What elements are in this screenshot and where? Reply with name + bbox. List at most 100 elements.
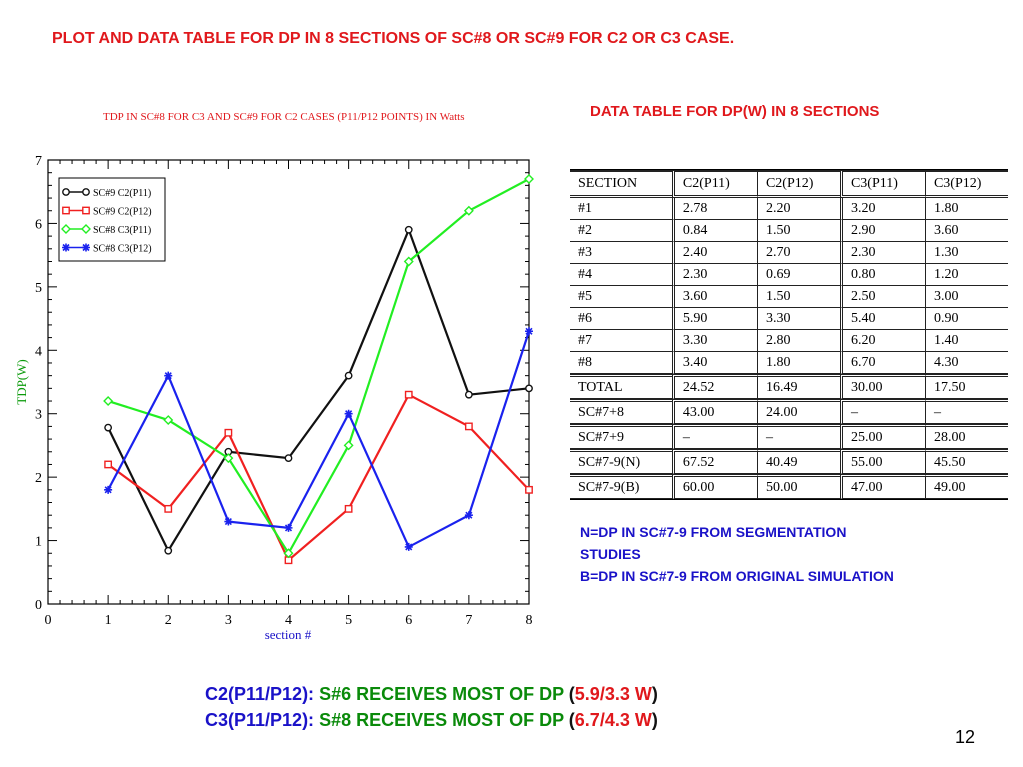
data-point: [103, 396, 114, 407]
table-header-cell: C2(P11): [671, 170, 757, 198]
summary-value: 6.7/4.3 W: [574, 710, 652, 730]
y-tick-label: 1: [35, 535, 42, 550]
page-number: 12: [955, 727, 976, 747]
table-cell: 3.60: [924, 220, 1008, 242]
summary-open-paren: (: [568, 710, 575, 730]
table-cell: 2.80: [756, 330, 840, 352]
data-point: [344, 371, 353, 380]
notes: N=DP IN SC#7-9 FROM SEGMENTATION STUDIES…: [580, 521, 894, 587]
data-point: [404, 542, 413, 551]
table-cell: 28.00: [924, 424, 1008, 449]
axes: 0 1 2 3 4 5 6 7 8 0 1 2 3 4 5 6 7: [35, 154, 533, 628]
data-point: [525, 384, 533, 393]
series-line: [107, 226, 530, 554]
line-chart: TDP IN SC#8 FOR C3 AND SC#9 FOR C2 CASES…: [14, 111, 534, 642]
x-tick-label: 6: [405, 613, 412, 628]
data-point: [163, 415, 174, 426]
table-cell: 40.49: [756, 449, 840, 474]
table-cell: 3.60: [671, 286, 757, 308]
table-cell: SC#7+8: [570, 399, 672, 424]
legend-marker: [62, 206, 70, 215]
x-tick-label: 5: [345, 613, 352, 628]
table-cell: 24.52: [671, 374, 757, 399]
data-point: [283, 548, 294, 559]
table-cell: 1.80: [924, 198, 1008, 220]
x-tick-label: 2: [165, 613, 172, 628]
data-table: SECTION C2(P11) C2(P12) C3(P11) C3(P12) #1 2.…: [570, 169, 1008, 500]
table-cell: #4: [570, 264, 672, 286]
legend-item: SC#8 C3(P12): [62, 243, 152, 255]
legend-label: SC#9 C2(P11): [93, 188, 151, 199]
table-cell: 3.30: [756, 308, 840, 330]
summary-label: C3(P11/P12):: [205, 710, 315, 730]
summary-label: C2(P11/P12):: [205, 684, 315, 704]
summary-close-paren: ): [651, 684, 658, 704]
table-row: SC#7+8 43.00 24.00– –: [570, 399, 1008, 424]
series-3: [103, 174, 534, 559]
x-tick-label: 3: [225, 613, 232, 628]
y-tick-label: 0: [35, 598, 42, 613]
table-cell: 50.00: [756, 474, 840, 499]
summary-close-paren: ): [651, 710, 658, 730]
data-point: [223, 453, 234, 464]
table-cell: 3.40: [671, 352, 757, 374]
series-line: [107, 330, 531, 549]
chart-title: TDP IN SC#8 FOR C3 AND SC#9 FOR C2 CASES…: [103, 111, 464, 123]
legend-marker: [81, 224, 91, 234]
table-cell: SC#7-9(N): [570, 449, 672, 474]
table-cell: 2.30: [671, 264, 757, 286]
data-point: [344, 409, 353, 418]
table-cell: –: [924, 399, 1008, 424]
y-tick-label: 4: [35, 344, 42, 359]
table-cell: 4.30: [924, 352, 1008, 374]
table-row: #6 5.90 3.30 5.40 0.90: [570, 308, 1008, 330]
data-point: [404, 225, 413, 234]
table-cell: –: [756, 424, 840, 449]
table-header-cell: C2(P12): [756, 170, 840, 198]
table-cell: 3.30: [671, 330, 757, 352]
data-point: [463, 205, 474, 216]
table-cell: 67.52: [671, 449, 757, 474]
legend-label: SC#8 C3(P11): [93, 225, 151, 236]
legend: SC#9 C2(P11) SC#9 C2(P12) SC#8 C3(P11) SC#8…: [58, 177, 166, 262]
legend-item: SC#9 C2(P12): [62, 206, 152, 218]
data-point: [104, 423, 113, 432]
y-tick-label: 5: [35, 281, 42, 296]
table-cell: –: [839, 399, 925, 424]
data-point: [164, 504, 173, 513]
x-tick-label: 0: [45, 613, 52, 628]
data-point: [164, 371, 173, 380]
table-row: #1 2.78 2.20 3.20 1.80: [570, 198, 1008, 220]
table-cell: TOTAL: [570, 374, 672, 399]
series-1: [104, 225, 533, 555]
table-row: SC#7+9– –25.00 28.00: [570, 424, 1008, 449]
table-cell: 60.00: [671, 474, 757, 499]
table-body: #1 2.78 2.20 3.20 1.80 #2 0.84 1.50 2.90 3.60 #3 2.…: [570, 198, 1008, 499]
x-tick-label: 4: [285, 613, 292, 628]
series-2: [104, 390, 533, 565]
summary-text: S#8 RECEIVES MOST OF DP: [314, 710, 569, 730]
data-point: [464, 390, 473, 399]
table-cell: 47.00: [839, 474, 925, 499]
table-cell: #7: [570, 330, 672, 352]
y-tick-label: 6: [35, 217, 42, 232]
table-header-cell: C3(P12): [924, 170, 1008, 198]
series-line: [107, 178, 530, 556]
table-cell: 0.84: [671, 220, 757, 242]
table-cell: 6.20: [839, 330, 925, 352]
legend-label: SC#8 C3(P12): [93, 244, 152, 255]
table-cell: 1.40: [924, 330, 1008, 352]
slide-title: PLOT AND DATA TABLE FOR DP IN 8 SECTIONS…: [52, 30, 735, 47]
data-point: [344, 504, 353, 513]
table-cell: 16.49: [756, 374, 840, 399]
note-b-line: B=DP IN SC#7-9 FROM ORIGINAL SIMULATION: [580, 568, 894, 584]
table-cell: 0.69: [756, 264, 840, 286]
table-row: #8 3.40 1.80 6.70 4.30: [570, 352, 1008, 374]
table-cell: 2.20: [756, 198, 840, 220]
legend-marker: [62, 243, 70, 252]
legend-item: SC#9 C2(P11): [62, 188, 151, 199]
table-header-row: SECTION C2(P11) C2(P12) C3(P11) C3(P12): [570, 170, 1008, 198]
table-cell: 2.50: [839, 286, 925, 308]
table-cell: 55.00: [839, 449, 925, 474]
table-cell: 5.90: [671, 308, 757, 330]
